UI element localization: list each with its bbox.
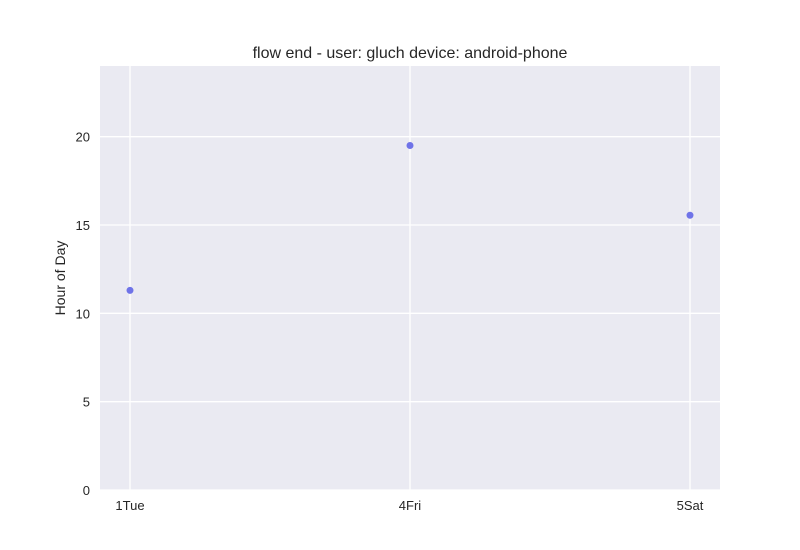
data-points xyxy=(126,142,694,294)
chart-title: flow end - user: gluch device: android-p… xyxy=(253,45,568,62)
data-point xyxy=(126,286,134,294)
data-point xyxy=(406,142,414,149)
y-tick-label: 5 xyxy=(83,395,90,410)
y-tick-label: 0 xyxy=(83,483,90,498)
y-tick-labels: 0 5 10 15 20 xyxy=(76,130,90,498)
data-point xyxy=(686,211,694,219)
x-tick-labels: 1Tue 4Fri 5Sat xyxy=(115,498,703,513)
x-tick-label: 1Tue xyxy=(115,498,144,513)
x-gridlines xyxy=(129,66,691,490)
y-tick-label: 10 xyxy=(76,306,90,321)
y-tick-label: 15 xyxy=(76,218,90,233)
x-tick-label: 5Sat xyxy=(677,498,704,513)
x-tick-label: 4Fri xyxy=(399,498,422,513)
y-tick-label: 20 xyxy=(76,130,90,145)
y-axis-title: Hour of Day xyxy=(52,241,68,316)
